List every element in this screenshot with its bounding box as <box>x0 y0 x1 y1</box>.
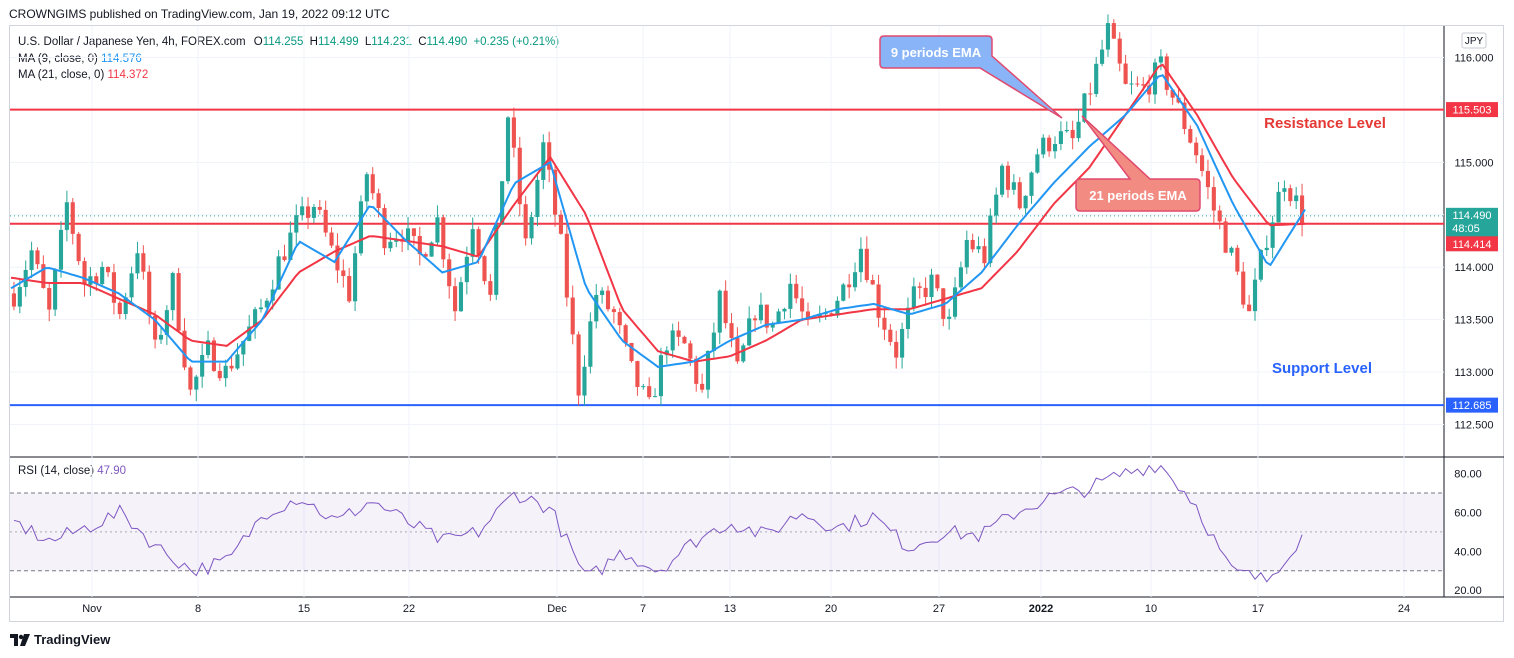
ma21-legend[interactable]: MA (21, close, 0) 114.372 <box>18 69 148 81</box>
tradingview-icon <box>10 633 30 646</box>
ma9-label: MA (9, close, 0) <box>18 53 98 65</box>
ma21-label: MA (21, close, 0) <box>18 69 105 81</box>
close-value: 114.490 <box>426 36 468 48</box>
ma21-value: 114.372 <box>107 69 149 81</box>
symbol-legend: U.S. Dollar / Japanese Yen, 4h, FOREX.co… <box>18 36 560 48</box>
change-value: +0.235 (+0.21%) <box>473 36 560 48</box>
rsi-value: 47.90 <box>97 465 127 477</box>
tradingview-wordmark: TradingView <box>34 632 111 647</box>
tradingview-logo[interactable]: TradingView <box>10 632 110 647</box>
rsi-legend[interactable]: RSI (14, close) 47.90 <box>18 465 126 477</box>
open-value: 114.255 <box>262 36 304 48</box>
high-value: 114.499 <box>317 36 359 48</box>
chart-frame <box>9 25 1504 622</box>
ma9-value: 114.576 <box>101 53 142 65</box>
symbol-name[interactable]: U.S. Dollar / Japanese Yen, 4h, FOREX.co… <box>18 36 246 48</box>
rsi-label: RSI (14, close) <box>18 465 95 477</box>
ma9-legend[interactable]: MA (9, close, 0) 114.576 <box>18 53 142 65</box>
low-value: 114.231 <box>371 36 412 48</box>
publisher-line: CROWNGIMS published on TradingView.com, … <box>9 7 390 21</box>
